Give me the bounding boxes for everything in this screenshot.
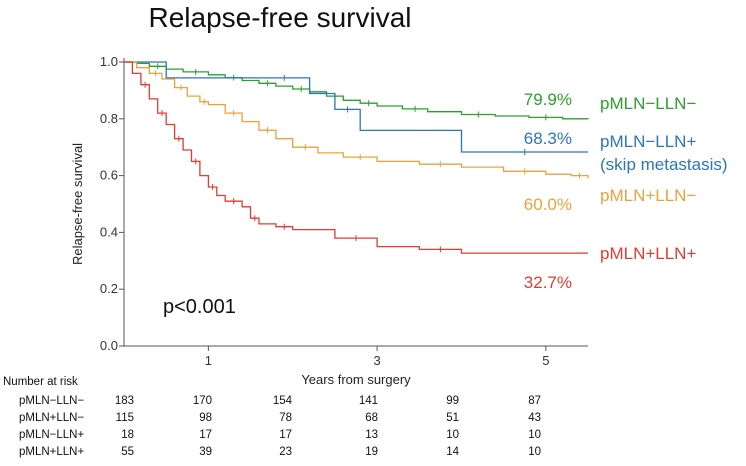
y-tick-label: 0.6 — [100, 168, 118, 183]
risk-value: 39 — [199, 446, 212, 458]
series-line — [124, 61, 589, 120]
final-percentage: 32.7% — [524, 273, 572, 292]
risk-value: 115 — [116, 412, 134, 424]
final-percentage: 60.0% — [524, 195, 572, 214]
risk-value: 10 — [528, 429, 541, 441]
risk-value: 43 — [528, 412, 541, 424]
risk-value: 99 — [446, 395, 459, 407]
y-tick-label: 0.8 — [100, 111, 118, 126]
x-tick-label: 1 — [205, 353, 212, 368]
risk-value: 10 — [446, 429, 459, 441]
risk-value: 170 — [193, 395, 212, 407]
risk-value: 183 — [115, 395, 134, 407]
final-percentage: 79.9% — [524, 90, 572, 109]
risk-value: 55 — [121, 446, 134, 458]
x-tick-label: 5 — [542, 353, 549, 368]
risk-value: 23 — [279, 446, 292, 458]
legend-label: pMLN+LLN− — [600, 186, 696, 205]
risk-value: 18 — [121, 429, 134, 441]
risk-value: 141 — [359, 395, 378, 407]
risk-value: 14 — [446, 446, 459, 458]
risk-value: 51 — [446, 412, 459, 424]
x-tick-label: 3 — [373, 353, 380, 368]
y-tick-label: 0.4 — [100, 224, 118, 239]
risk-value: 10 — [528, 446, 541, 458]
series-line — [124, 61, 588, 254]
legend-label: pMLN−LLN− — [600, 94, 696, 113]
y-tick-label: 1.0 — [100, 54, 118, 69]
risk-value: 78 — [279, 412, 292, 424]
risk-value: 87 — [528, 395, 541, 407]
legend-label: pMLN+LLN+ — [600, 244, 696, 263]
x-axis-label: Years from surgery — [301, 372, 411, 387]
risk-value: 19 — [365, 446, 378, 458]
risk-value: 17 — [199, 429, 212, 441]
risk-table-header: Number at risk — [3, 376, 78, 388]
risk-row-label: pMLN+LLN+ — [19, 446, 84, 458]
series-line — [124, 61, 588, 153]
y-tick-label: 0.2 — [100, 281, 118, 296]
risk-value: 98 — [199, 412, 212, 424]
y-axis-label: Relapse-free survival — [70, 143, 85, 265]
risk-row-label: pMLN−LLN− — [19, 395, 84, 407]
final-percentage: 68.3% — [524, 129, 572, 148]
risk-row-label: pMLN−LLN+ — [19, 429, 84, 441]
p-value: p<0.001 — [163, 296, 236, 318]
risk-row-label: pMLN+LLN− — [19, 412, 84, 424]
risk-value: 17 — [279, 429, 292, 441]
risk-value: 154 — [273, 395, 293, 407]
legend-label: pMLN−LLN+ — [600, 132, 696, 151]
chart-title: Relapse-free survival — [148, 2, 412, 33]
y-tick-label: 0.0 — [100, 338, 118, 353]
legend-label: (skip metastasis) — [600, 155, 728, 174]
risk-value: 68 — [365, 412, 378, 424]
risk-value: 13 — [365, 429, 378, 441]
series-line — [124, 61, 589, 179]
